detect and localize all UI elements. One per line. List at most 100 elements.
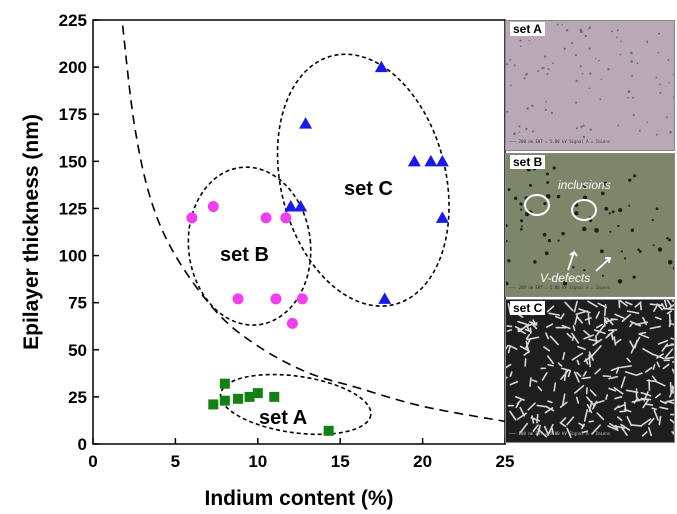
surface-pit xyxy=(506,281,509,286)
surface-dot xyxy=(598,59,600,62)
data-point-circle xyxy=(270,293,282,305)
surface-pit xyxy=(668,238,671,242)
surface-ridge xyxy=(614,338,622,345)
surface-ridge xyxy=(607,330,615,337)
surface-pit xyxy=(655,207,659,210)
data-point-triangle xyxy=(424,154,438,167)
surface-ridge xyxy=(531,415,535,424)
surface-pit xyxy=(628,178,632,182)
surface-ridge xyxy=(608,387,617,392)
surface-ridge xyxy=(635,372,643,377)
surface-dot xyxy=(600,78,603,81)
surface-pit xyxy=(594,227,599,233)
surface-ridge xyxy=(583,334,594,340)
surface-ridge xyxy=(564,301,574,312)
data-point-triangle xyxy=(374,60,388,73)
surface-dot xyxy=(655,76,658,79)
surface-ridge xyxy=(616,416,623,422)
surface-pit xyxy=(519,202,523,206)
surface-dot xyxy=(519,39,522,42)
surface-ridge xyxy=(670,343,674,346)
surface-pit xyxy=(520,225,523,228)
surface-ridge xyxy=(581,423,585,430)
surface-ridge xyxy=(573,371,580,383)
surface-ridge xyxy=(620,376,626,389)
surface-ridge xyxy=(526,322,535,328)
surface-ridge xyxy=(559,421,567,428)
data-point-circle xyxy=(260,212,272,224)
surface-pit xyxy=(667,259,673,265)
surface-dot xyxy=(616,29,619,32)
surface-dot xyxy=(550,111,554,115)
surface-pit xyxy=(651,218,654,222)
surface-pit xyxy=(624,257,627,260)
surface-ridge xyxy=(567,370,571,378)
surface-dot xyxy=(655,133,658,136)
micrograph-set-c xyxy=(506,300,674,442)
surface-ridge xyxy=(566,332,572,339)
arrow-icon xyxy=(567,250,578,271)
surface-ridge xyxy=(566,427,572,438)
surface-pit xyxy=(574,211,579,216)
surface-ridge xyxy=(519,406,526,417)
surface-pit xyxy=(557,239,560,242)
surface-pit xyxy=(556,194,561,199)
surface-dot xyxy=(565,29,569,32)
surface-dot xyxy=(546,73,549,76)
surface-dot xyxy=(657,52,660,54)
surface-ridge xyxy=(527,402,536,411)
surface-ridge xyxy=(588,351,594,361)
surface-dot xyxy=(525,127,528,130)
y-tick-label: 25 xyxy=(68,388,87,407)
surface-ridge xyxy=(523,350,530,356)
inset-set-b: inclusions V-defects set B ─── 200 nm EH… xyxy=(505,153,675,297)
surface-ridge xyxy=(634,301,642,308)
arrow-icon xyxy=(595,257,612,272)
surface-ridge xyxy=(592,400,598,410)
surface-ridge xyxy=(537,386,543,392)
surface-ridge xyxy=(547,363,554,367)
surface-dot xyxy=(561,23,563,26)
surface-pit xyxy=(543,202,547,206)
surface-ridge xyxy=(615,366,620,374)
surface-ridge xyxy=(507,345,512,354)
surface-ridge xyxy=(589,389,597,397)
data-points xyxy=(186,60,449,436)
surface-ridge xyxy=(620,423,631,431)
surface-ridge xyxy=(582,370,587,377)
surface-ridge xyxy=(519,422,529,434)
surface-ridge xyxy=(587,313,591,325)
surface-dot xyxy=(668,82,670,84)
surface-ridge xyxy=(613,386,624,395)
surface-ridge xyxy=(531,379,538,383)
surface-ridge xyxy=(626,310,640,314)
surface-dot xyxy=(616,36,618,39)
surface-ridge xyxy=(592,345,602,356)
surface-ridge xyxy=(669,381,672,394)
surface-dot xyxy=(582,124,585,127)
surface-dot xyxy=(599,98,602,101)
data-point-triangle xyxy=(407,154,421,167)
x-tick-label: 20 xyxy=(413,452,432,471)
surface-ridge xyxy=(611,333,614,341)
surface-dot xyxy=(580,125,583,129)
data-point-circle xyxy=(232,293,244,305)
surface-ridge xyxy=(559,401,568,408)
inset-set-a: set A ─── 200 nm EHT = 5.00 kV Signal A … xyxy=(505,20,675,151)
x-tick-label: 10 xyxy=(248,452,267,471)
surface-ridge xyxy=(623,408,632,413)
surface-ridge xyxy=(666,310,673,315)
scale-bar: ─── 200 nm EHT = 5.00 kV Signal A = InLe… xyxy=(509,431,611,436)
surface-ridge xyxy=(659,406,669,410)
surface-ridge xyxy=(553,382,557,392)
surface-pit xyxy=(608,212,611,215)
surface-pit xyxy=(533,260,537,264)
surface-ridge xyxy=(547,355,555,365)
surface-dot xyxy=(509,58,512,61)
surface-ridge xyxy=(575,396,580,404)
surface-dot xyxy=(543,55,547,58)
y-tick-label: 50 xyxy=(68,341,87,360)
surface-ridge xyxy=(603,316,608,324)
surface-ridge xyxy=(617,404,626,409)
surface-ridge xyxy=(653,305,658,313)
